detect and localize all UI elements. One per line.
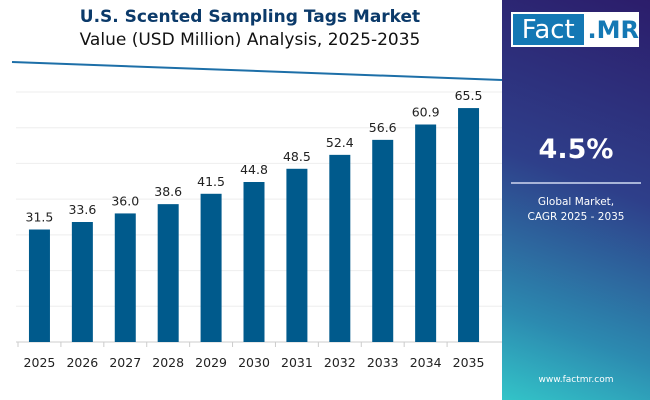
bar-chart: 31.5 2025 33.6 2026 36.0 2027 38.6 2028 41.5 2029… xyxy=(11,61,502,370)
x-tick-label: 2032 xyxy=(324,355,356,370)
data-label: 44.8 xyxy=(240,162,268,177)
x-tick-label: 2028 xyxy=(152,355,184,370)
bar xyxy=(415,124,437,342)
x-tick-label: 2034 xyxy=(410,355,442,370)
x-tick-label: 2025 xyxy=(24,355,56,370)
factmr-logo: Fact .MR xyxy=(511,12,639,47)
bar xyxy=(157,204,179,342)
bar xyxy=(243,182,265,342)
chart-subtitle: Value (USD Million) Analysis, 2025-2035 xyxy=(79,30,421,50)
data-label: 31.5 xyxy=(26,210,54,225)
x-tick-label: 2026 xyxy=(66,355,98,370)
data-label: 56.6 xyxy=(369,120,397,135)
x-tick-label: 2031 xyxy=(281,355,313,370)
divider xyxy=(511,182,641,184)
cagr-value: 4.5% xyxy=(538,134,614,165)
data-label: 52.4 xyxy=(326,135,354,150)
bar xyxy=(28,229,50,342)
x-tick-label: 2030 xyxy=(238,355,270,370)
chart-title-block: U.S. Scented Sampling Tags Market Value … xyxy=(0,6,500,52)
bar xyxy=(114,213,136,342)
data-label: 65.5 xyxy=(455,88,483,103)
bar xyxy=(71,222,93,342)
data-label: 33.6 xyxy=(68,202,96,217)
bar xyxy=(372,139,394,342)
data-label: 38.6 xyxy=(154,184,182,199)
x-tick-label: 2033 xyxy=(367,355,399,370)
data-label: 60.9 xyxy=(412,105,440,120)
x-tick-label: 2035 xyxy=(453,355,485,370)
x-tick-label: 2029 xyxy=(195,355,227,370)
bar xyxy=(458,108,480,342)
data-label: 48.5 xyxy=(283,149,311,164)
bar xyxy=(286,168,308,342)
website-url: www.factmr.com xyxy=(538,375,614,385)
bar xyxy=(200,193,222,342)
chart-title: U.S. Scented Sampling Tags Market xyxy=(79,7,421,27)
x-tick-label: 2027 xyxy=(109,355,141,370)
data-label: 36.0 xyxy=(111,193,139,208)
data-label: 41.5 xyxy=(197,174,225,189)
cagr-label: Global Market, CAGR 2025 - 2035 xyxy=(527,196,625,223)
title-underline xyxy=(11,61,502,81)
bar xyxy=(329,154,351,342)
cagr-panel: Fact .MR 4.5% Global Market, CAGR 2025 -… xyxy=(502,0,650,400)
